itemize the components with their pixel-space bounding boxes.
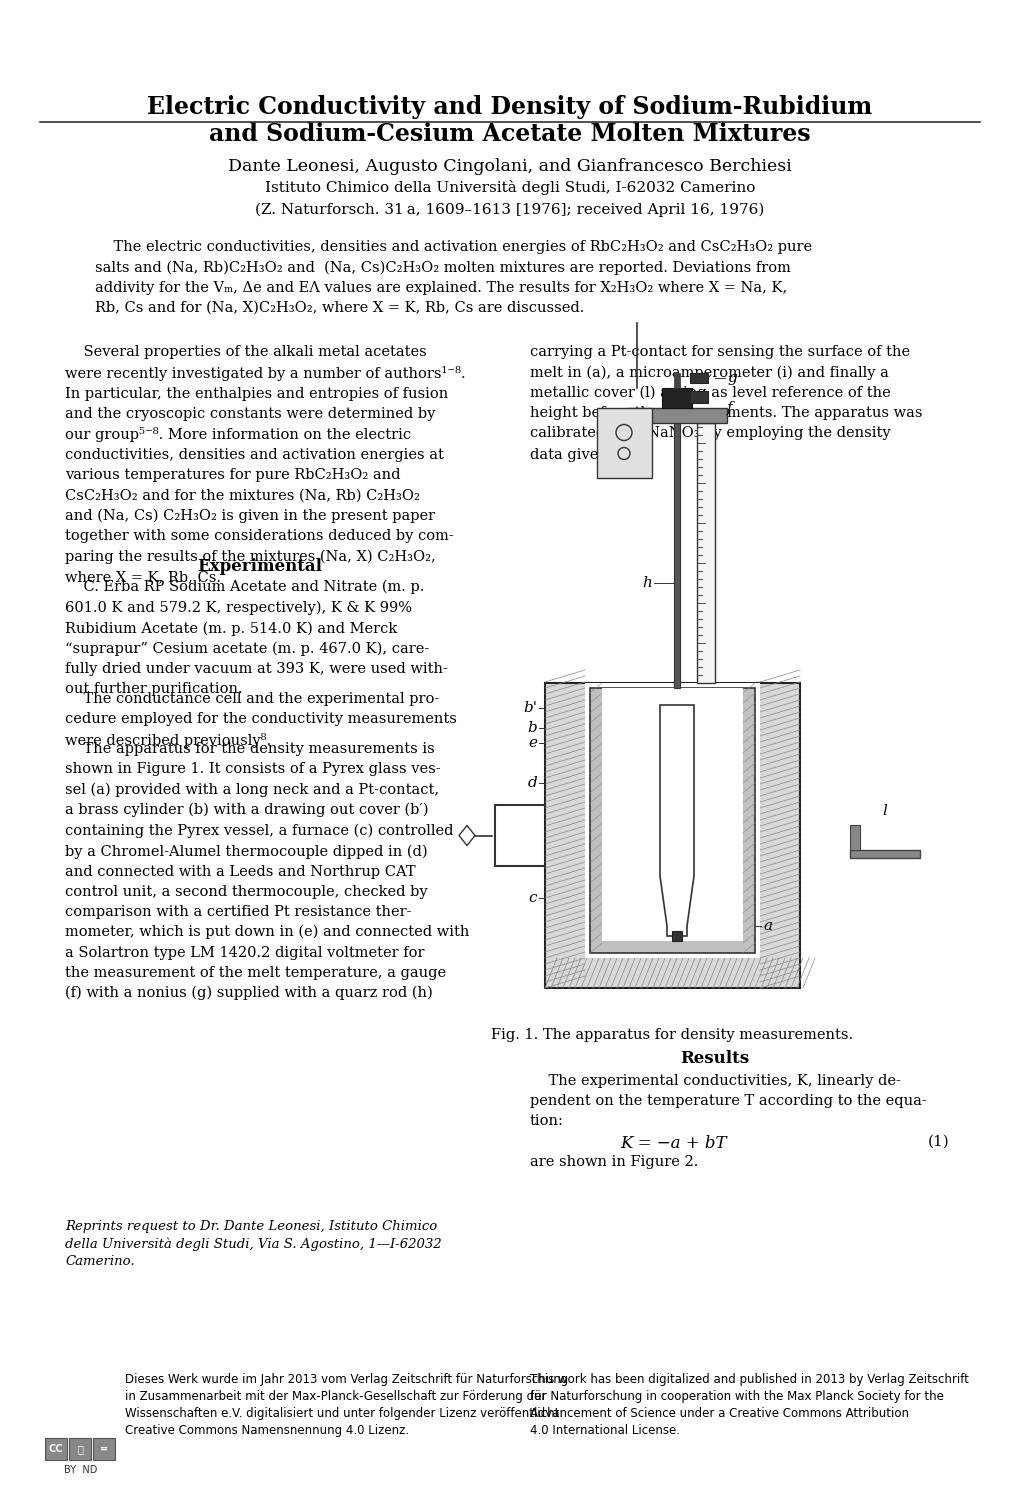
Bar [93,1438,115,1460]
Text: BY  ND: BY ND [64,1465,98,1475]
Text: Results: Results [680,1050,749,1067]
Text: d: d [527,776,536,790]
Polygon shape [659,705,693,936]
Text: Experimental: Experimental [198,558,322,575]
Bar [69,1438,91,1460]
Bar [689,391,707,403]
Text: ⓘ: ⓘ [77,1444,83,1454]
Bar [661,388,691,408]
Text: h: h [642,576,651,590]
Text: carrying a Pt-contact for sensing the surface of the
melt in (a), a microamperom: carrying a Pt-contact for sensing the su… [530,345,921,461]
Text: l: l [881,805,887,818]
Text: e: e [528,736,536,749]
Text: g: g [727,370,736,385]
Text: Istituto Chimico della Università degli Studi, I-62032 Camerino: Istituto Chimico della Università degli … [265,181,754,196]
Text: and Sodium-Cesium Acetate Molten Mixtures: and Sodium-Cesium Acetate Molten Mixture… [209,122,810,146]
Text: Fig. 1. The apparatus for density measurements.: Fig. 1. The apparatus for density measur… [490,1029,852,1042]
Text: (1): (1) [927,1135,949,1150]
Text: CC: CC [49,1444,63,1454]
Text: c: c [528,891,536,905]
Bar [589,688,754,953]
Bar [596,408,651,478]
Text: a: a [762,920,771,933]
Text: The experimental conductivities, K, linearly de-
pendent on the temperature T ac: The experimental conductivities, K, line… [530,1073,926,1129]
Text: Dieses Werk wurde im Jahr 2013 vom Verlag Zeitschrift für Naturforschung
in Zusa: Dieses Werk wurde im Jahr 2013 vom Verla… [125,1374,568,1436]
Bar [585,682,759,959]
Text: b': b' [523,702,536,715]
Text: K = −a + bT: K = −a + bT [620,1135,726,1153]
Text: C. Erba RP Sodium Acetate and Nitrate (m. p.
601.0 K and 579.2 K, respectively),: C. Erba RP Sodium Acetate and Nitrate (m… [65,579,447,696]
Text: Several properties of the alkali metal acetates
were recently investigated by a : Several properties of the alkali metal a… [65,345,465,584]
Text: The electric conductivities, densities and activation energies of RbC₂H₃O₂ and C: The electric conductivities, densities a… [95,240,811,315]
Bar [544,682,799,988]
Bar [689,373,707,384]
Text: Electric Conductivity and Density of Sodium-Rubidium: Electric Conductivity and Density of Sod… [147,96,872,119]
Text: are shown in Figure 2.: are shown in Figure 2. [530,1156,698,1169]
Bar [849,850,919,858]
Bar [674,373,680,388]
Bar [627,408,727,423]
Text: Dante Leonesi, Augusto Cingolani, and Gianfrancesco Berchiesi: Dante Leonesi, Augusto Cingolani, and Gi… [228,158,791,175]
Bar [696,423,714,682]
Text: b: b [527,721,536,735]
Text: The apparatus for the density measurements is
shown in Figure 1. It consists of : The apparatus for the density measuremen… [65,742,469,1000]
Text: The conductance cell and the experimental pro-
cedure employed for the conductiv: The conductance cell and the experimenta… [65,691,457,748]
Text: =: = [100,1444,108,1454]
Text: f: f [727,402,732,415]
Bar [849,826,859,850]
Text: This work has been digitalized and published in 2013 by Verlag Zeitschrift
für N: This work has been digitalized and publi… [530,1374,968,1436]
Bar [672,932,682,941]
Text: Reprints request to Dr. Dante Leonesi, Istituto Chimico
della Università degli S: Reprints request to Dr. Dante Leonesi, I… [65,1220,441,1268]
Bar [45,1438,67,1460]
Text: (Z. Naturforsch. ​31 a, 1609–1613 [1976]; received April 16, 1976): (Z. Naturforsch. ​31 a, 1609–1613 [1976]… [255,203,764,218]
Bar [674,399,680,688]
Bar [601,688,742,941]
